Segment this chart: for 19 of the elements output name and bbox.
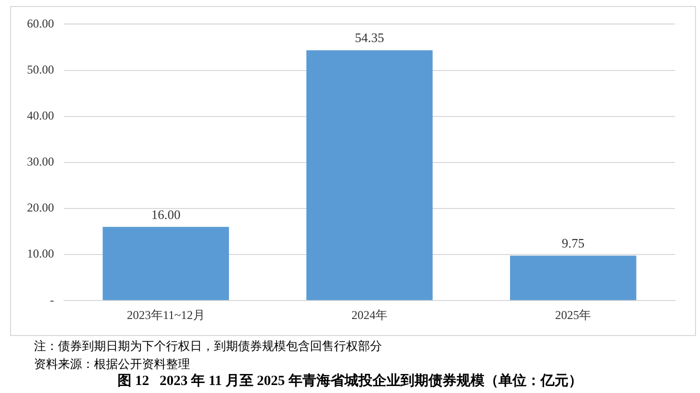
- y-tick-label: -: [50, 292, 54, 307]
- y-tick-label: 60.00: [27, 16, 54, 30]
- x-tick-label: 2024年: [352, 308, 388, 322]
- y-tick-label: 20.00: [27, 200, 54, 215]
- data-label: 9.75: [562, 236, 585, 251]
- data-label: 54.35: [354, 30, 384, 46]
- bar: [510, 256, 636, 300]
- text: 资料来源：根据公开资料整理: [34, 356, 191, 373]
- y-tick-label: 50.00: [27, 62, 54, 76]
- data-label: 16.00: [151, 206, 180, 222]
- bar: [306, 50, 433, 300]
- bar: [102, 226, 229, 300]
- x-tick-label: 2025年: [555, 308, 592, 322]
- y-tick-label: 30.00: [27, 154, 54, 169]
- x-tick-label: 2023年11~12月: [126, 308, 205, 322]
- y-tick-label: 40.00: [27, 108, 54, 122]
- text: 图 12 2023 年 11 月至 2025 年青海省城投企业到期债券规模（单位：亿元）: [116, 372, 584, 390]
- text: 注：债券到期日期为下个行权日，到期债券规模包含回售行权部分: [34, 338, 382, 355]
- y-tick-label: 10.00: [27, 246, 54, 261]
